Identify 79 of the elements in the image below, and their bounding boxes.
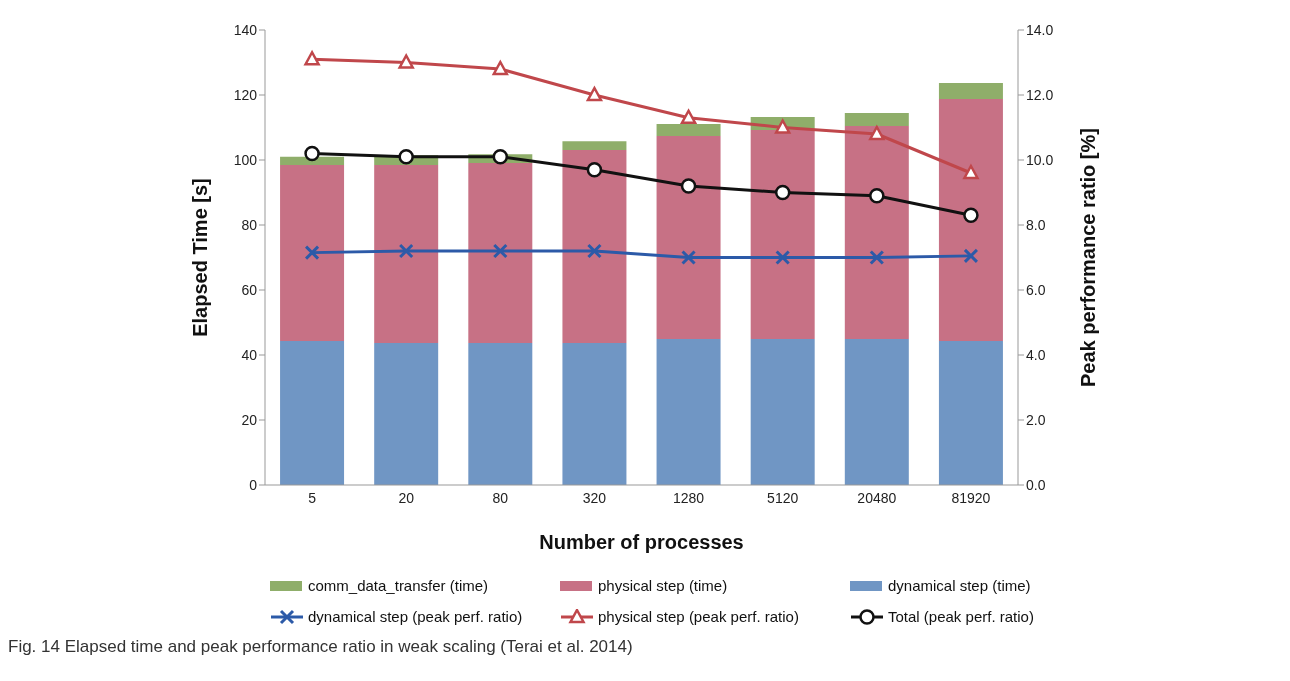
y-tick-label: 0 xyxy=(249,476,258,493)
point xyxy=(869,125,885,141)
point xyxy=(869,250,885,265)
y-axis-title: Elapsed Time [s] xyxy=(189,178,212,337)
y-tick-label: 40 xyxy=(241,346,258,363)
bar xyxy=(562,149,627,343)
bar xyxy=(656,135,721,340)
x-tick-label: 20 xyxy=(398,489,415,506)
x-tick-label: 81920 xyxy=(951,489,991,506)
point xyxy=(586,243,602,259)
bar xyxy=(468,162,533,343)
bar xyxy=(844,339,909,485)
x-tick-label: 320 xyxy=(582,489,607,506)
point xyxy=(398,149,414,165)
point xyxy=(869,188,885,204)
point xyxy=(963,248,979,264)
bar xyxy=(938,341,1003,485)
bar xyxy=(938,82,1003,99)
bar xyxy=(656,123,721,136)
caption: Fig. 14 Elapsed time and peak performance ratio in weak scaling (Terai et al. 2014) xyxy=(8,637,634,657)
y2-tick-label: 6.0 xyxy=(1026,281,1046,298)
y-tick-label: 60 xyxy=(241,281,258,298)
y2-tick-label: 12.0 xyxy=(1026,86,1054,103)
point xyxy=(680,109,697,124)
point xyxy=(304,245,320,261)
point xyxy=(492,243,508,259)
x-tick-label: 80 xyxy=(492,489,509,506)
point xyxy=(586,162,603,178)
point xyxy=(304,145,320,162)
x-tick-label: 20480 xyxy=(857,489,897,506)
bar xyxy=(656,339,721,485)
y2-tick-label: 8.0 xyxy=(1026,216,1046,233)
bar xyxy=(280,341,345,485)
legend-label: dynamical step (peak perf. ratio) xyxy=(308,608,523,625)
y-tick-label: 100 xyxy=(233,151,258,168)
point xyxy=(775,250,791,265)
x-tick-label: 5120 xyxy=(767,489,799,506)
point xyxy=(492,60,509,76)
bar xyxy=(844,125,909,340)
y2-tick-label: 10.0 xyxy=(1026,151,1054,168)
x-axis-title: Number of processes xyxy=(539,531,744,553)
y2-axis-title: Peak performance ratio [%] xyxy=(1077,128,1100,387)
point xyxy=(963,207,979,223)
bar xyxy=(374,342,439,485)
y2-tick-label: 14.0 xyxy=(1026,21,1054,38)
legend-label: dynamical step (time) xyxy=(888,577,1031,594)
bar xyxy=(468,342,533,485)
bar xyxy=(844,112,909,126)
bar xyxy=(562,342,627,485)
point xyxy=(304,51,320,66)
x-tick-label: 5 xyxy=(308,489,317,506)
y2-tick-label: 0.0 xyxy=(1026,476,1046,493)
y-tick-label: 80 xyxy=(241,216,258,233)
point xyxy=(681,250,697,265)
point xyxy=(492,149,509,165)
bar xyxy=(374,164,439,343)
legend-label: physical step (time) xyxy=(598,577,728,594)
point xyxy=(586,86,603,102)
y-tick-label: 20 xyxy=(241,411,258,428)
bar xyxy=(750,130,815,340)
point xyxy=(398,243,414,259)
x-tick-label: 1280 xyxy=(672,489,705,506)
point xyxy=(963,164,979,180)
bar xyxy=(938,98,1003,342)
y-tick-label: 140 xyxy=(233,21,258,38)
bar xyxy=(562,141,627,150)
legend-label: comm_data_transfer (time) xyxy=(308,577,489,594)
bar xyxy=(280,156,345,165)
point xyxy=(774,184,791,201)
y2-tick-label: 4.0 xyxy=(1026,346,1046,363)
bar xyxy=(280,164,345,342)
legend-label: Total (peak perf. ratio) xyxy=(888,608,1034,625)
point xyxy=(680,178,697,194)
y2-tick-label: 2.0 xyxy=(1026,411,1046,428)
legend-label: physical step (peak perf. ratio) xyxy=(598,608,799,625)
point xyxy=(398,54,414,69)
bar xyxy=(750,339,815,485)
point xyxy=(774,119,791,134)
y-tick-label: 120 xyxy=(233,86,258,103)
